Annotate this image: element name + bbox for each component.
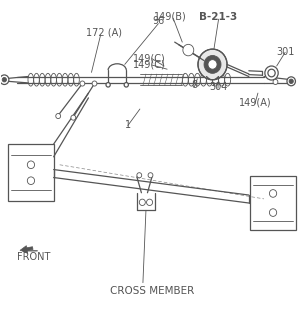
Circle shape [92,81,97,86]
Text: 8: 8 [191,80,197,90]
Text: CROSS MEMBER: CROSS MEMBER [110,286,194,296]
Circle shape [198,49,227,80]
Text: FRONT: FRONT [17,252,50,262]
Text: 96: 96 [152,16,164,27]
Text: 172 (A): 172 (A) [86,28,122,37]
Circle shape [106,83,110,87]
Text: 149(B): 149(B) [154,12,187,22]
Text: 301: 301 [276,47,294,57]
Text: 149(C): 149(C) [133,60,165,69]
Circle shape [2,77,6,82]
Circle shape [137,173,142,178]
Text: 1: 1 [125,120,131,130]
Text: 149(C): 149(C) [133,53,165,63]
Circle shape [183,44,194,56]
Circle shape [124,83,128,87]
Circle shape [56,114,60,119]
Circle shape [265,66,278,80]
Text: B-21-3: B-21-3 [199,12,238,22]
Circle shape [71,115,76,120]
Circle shape [289,79,293,84]
Circle shape [80,81,85,86]
Circle shape [148,173,153,178]
Text: 149(A): 149(A) [239,98,271,108]
Circle shape [0,75,9,84]
Text: 304: 304 [209,82,228,92]
Circle shape [208,60,217,69]
Circle shape [268,69,275,77]
Circle shape [204,55,221,73]
Circle shape [287,77,295,86]
Circle shape [273,79,278,84]
